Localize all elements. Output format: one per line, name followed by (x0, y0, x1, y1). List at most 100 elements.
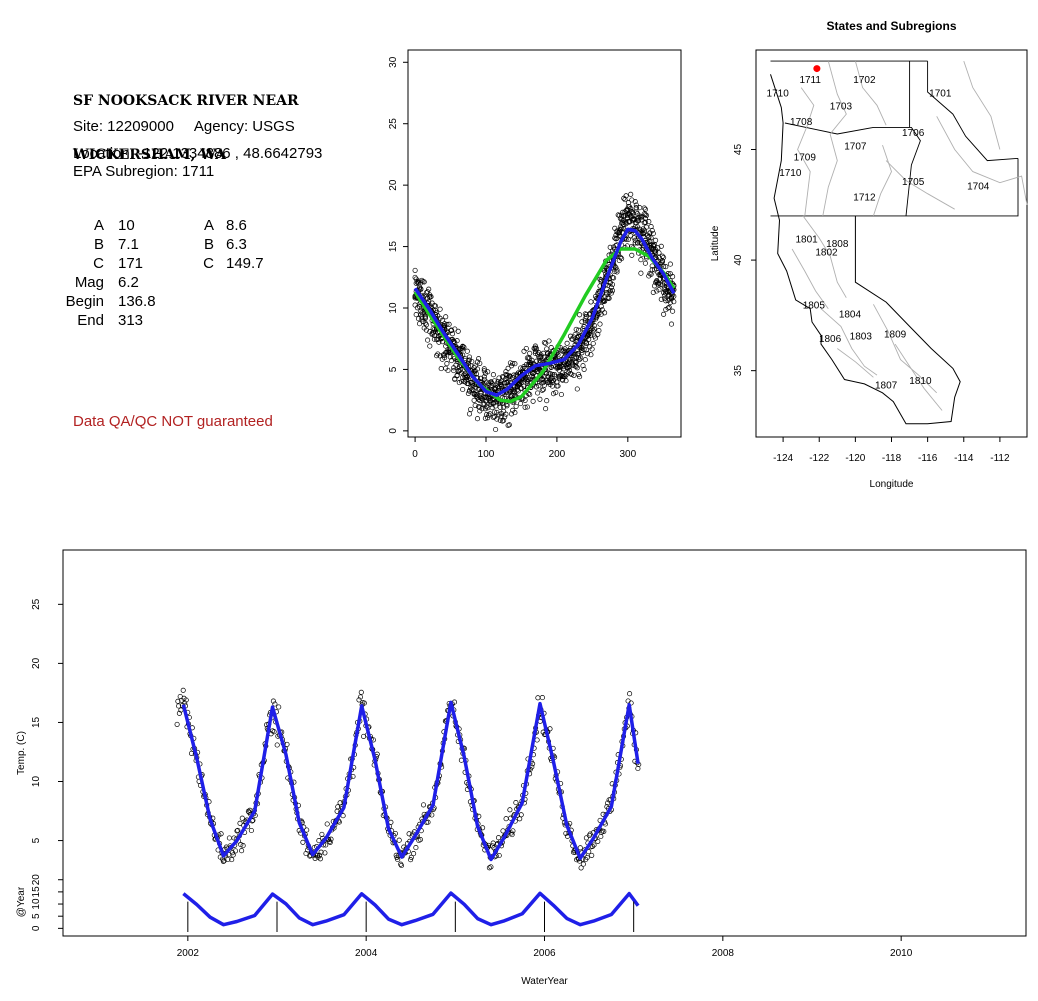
observation-point (598, 833, 604, 840)
observation-point (615, 212, 621, 218)
observation-point (536, 354, 542, 360)
param-value: 10 (118, 217, 135, 234)
observation-point (500, 828, 506, 834)
observation-point (511, 389, 517, 395)
observation-point (434, 309, 440, 315)
observation-point (646, 234, 652, 241)
observation-point (650, 246, 656, 252)
observation-point (503, 411, 509, 417)
observation-point (422, 314, 428, 320)
observation-point (474, 416, 481, 422)
region-label: 1706 (902, 128, 925, 139)
observation-point (555, 352, 561, 358)
disclaimer-text: Data QA/QC NOT guaranteed (73, 413, 273, 430)
observation-point (544, 377, 550, 383)
observation-point (540, 377, 546, 383)
observation-point (563, 378, 569, 384)
observation-point (622, 197, 628, 203)
observation-point (324, 821, 330, 827)
observation-point (442, 322, 448, 329)
observation-point (564, 340, 570, 346)
observation-point (425, 337, 431, 343)
observation-point (469, 358, 475, 365)
observation-point (586, 331, 592, 337)
observation-point (549, 383, 555, 389)
x-tick-label: -114 (954, 453, 974, 464)
observation-point (395, 856, 401, 863)
subregion-boundary (797, 87, 815, 216)
observation-point (561, 366, 567, 372)
observation-point (581, 366, 587, 372)
observation-point (588, 352, 594, 358)
observation-point (552, 371, 558, 378)
observation-point (524, 378, 530, 384)
observation-point (641, 220, 647, 226)
observation-point (461, 344, 467, 350)
observation-point (565, 360, 571, 366)
observation-point (583, 835, 589, 841)
subregion-boundary (885, 160, 955, 210)
y-tick-label: 0 (388, 428, 399, 434)
observation-point (589, 852, 595, 858)
observation-point (431, 336, 437, 342)
param-value: 136.8 (118, 293, 156, 310)
observation-point (628, 206, 634, 212)
observation-point (607, 244, 613, 250)
x-tick-label: -120 (845, 453, 865, 464)
observation-point (558, 372, 564, 378)
observation-point (392, 830, 398, 837)
observation-point (592, 335, 599, 341)
observation-point (323, 842, 329, 848)
observation-point (412, 267, 418, 273)
observation-point (577, 312, 583, 318)
param-value: 6.3 (226, 236, 247, 253)
observation-point (614, 269, 620, 275)
observation-point (594, 314, 600, 321)
observation-points (174, 687, 642, 871)
subregion-boundary (827, 60, 847, 135)
observation-point (225, 856, 231, 863)
map-title: States and Subregions (826, 19, 956, 33)
observation-point (476, 356, 482, 362)
observation-point (481, 374, 487, 380)
observation-point (667, 261, 673, 267)
observation-point (480, 394, 486, 400)
observation-point (537, 396, 543, 402)
observation-point (510, 828, 516, 834)
observation-point (248, 827, 254, 834)
observation-point (573, 326, 579, 332)
observation-point (176, 710, 182, 716)
observation-point (513, 800, 519, 806)
observation-point (617, 254, 623, 260)
observation-point (499, 418, 506, 424)
observation-point (539, 380, 545, 386)
observation-point (650, 230, 656, 237)
observation-point (595, 331, 601, 337)
observation-point (519, 385, 525, 391)
observation-point (226, 835, 232, 841)
observation-point (498, 383, 504, 389)
observation-point (518, 401, 524, 407)
observation-point (523, 377, 529, 383)
observation-point (647, 243, 653, 249)
observation-point (493, 386, 499, 392)
observation-point (300, 839, 306, 845)
observation-point (575, 327, 582, 333)
observation-point (429, 812, 435, 818)
observation-point (444, 361, 450, 367)
region-label: 1802 (815, 248, 838, 259)
observation-point (633, 202, 639, 208)
observation-point (482, 370, 488, 376)
observation-point (449, 331, 456, 337)
observation-point (460, 343, 466, 349)
observation-point (322, 850, 328, 856)
observation-point (546, 338, 552, 344)
region-label: 1703 (830, 102, 853, 113)
observation-point (232, 848, 239, 854)
subregion-boundary (963, 60, 1001, 150)
observation-point (631, 216, 637, 222)
observation-point (625, 200, 631, 206)
y2-tick-label: 5 (31, 913, 42, 919)
observation-point (578, 865, 584, 871)
observation-point (414, 305, 420, 311)
